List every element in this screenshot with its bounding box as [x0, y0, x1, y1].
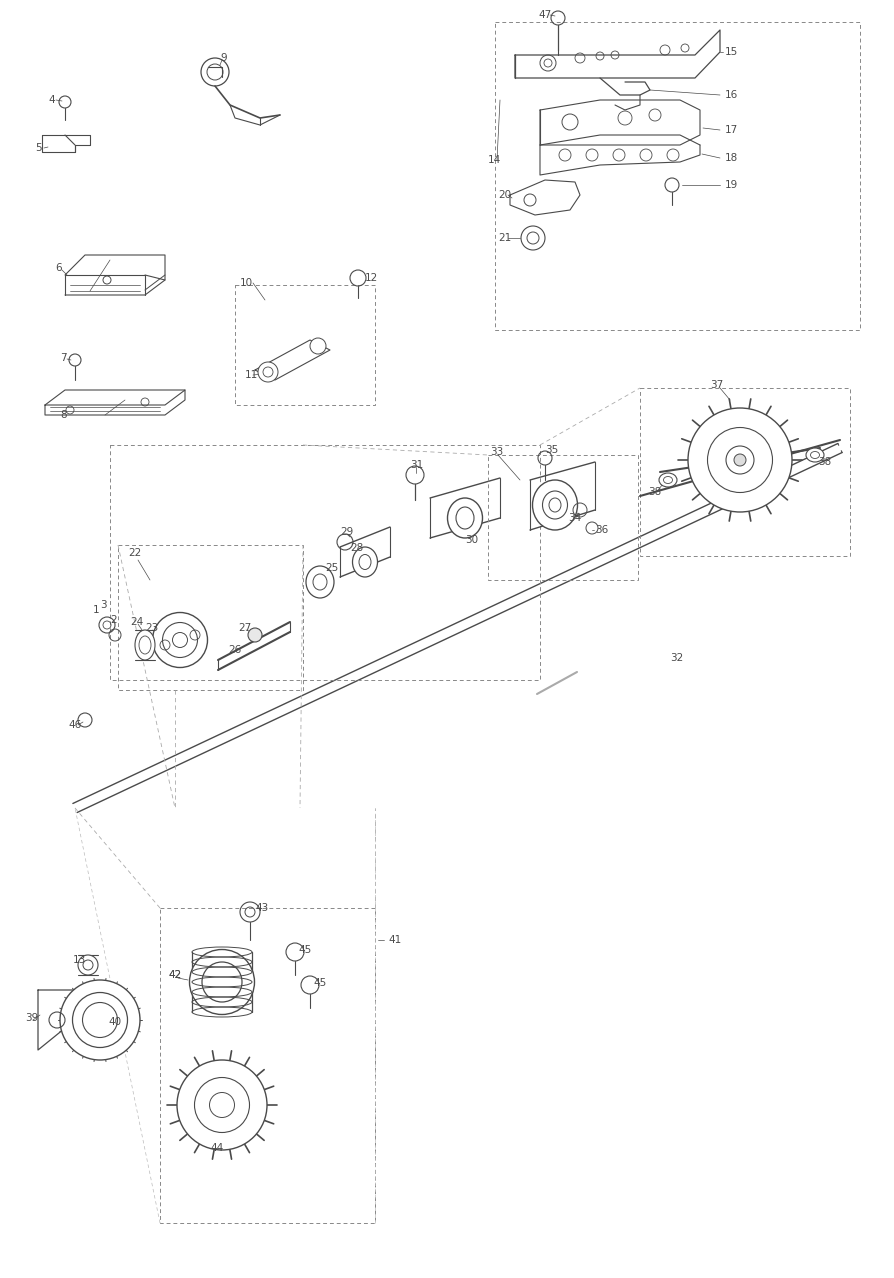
Text: 16: 16 — [725, 89, 738, 100]
Text: 37: 37 — [710, 380, 723, 390]
Text: 10: 10 — [240, 279, 253, 288]
Ellipse shape — [135, 630, 155, 659]
Text: 27: 27 — [238, 622, 251, 633]
Ellipse shape — [352, 547, 377, 576]
Text: 35: 35 — [545, 445, 558, 455]
Ellipse shape — [726, 446, 754, 474]
Text: 38: 38 — [648, 487, 662, 497]
Text: 21: 21 — [498, 233, 511, 243]
Ellipse shape — [195, 1077, 249, 1132]
Ellipse shape — [153, 612, 207, 667]
Text: 45: 45 — [298, 944, 311, 955]
Ellipse shape — [60, 980, 140, 1059]
Text: 26: 26 — [228, 645, 241, 656]
Text: 46: 46 — [68, 720, 81, 730]
Text: 43: 43 — [255, 904, 268, 912]
Bar — [110, 445, 540, 680]
Text: 19: 19 — [725, 180, 738, 190]
Text: 39: 39 — [25, 1013, 38, 1022]
Text: 15: 15 — [725, 47, 738, 58]
Text: 32: 32 — [670, 653, 683, 663]
Text: 8: 8 — [60, 410, 67, 420]
Text: 12: 12 — [365, 273, 378, 282]
Text: 25: 25 — [325, 564, 338, 573]
Text: 28: 28 — [350, 543, 363, 553]
Ellipse shape — [688, 408, 792, 512]
Circle shape — [248, 627, 262, 642]
Text: 14: 14 — [488, 155, 502, 165]
Ellipse shape — [202, 962, 242, 1002]
Ellipse shape — [806, 449, 824, 463]
Text: 47: 47 — [538, 10, 552, 20]
Bar — [160, 907, 375, 1223]
Ellipse shape — [543, 491, 568, 519]
Text: 33: 33 — [490, 447, 503, 458]
Ellipse shape — [173, 633, 188, 648]
Bar — [488, 455, 638, 580]
Circle shape — [310, 337, 326, 354]
Text: 31: 31 — [410, 460, 423, 470]
Text: 36: 36 — [595, 525, 608, 535]
Ellipse shape — [177, 1059, 267, 1150]
Ellipse shape — [78, 955, 98, 975]
Text: 29: 29 — [340, 527, 353, 537]
Text: 40: 40 — [108, 1017, 121, 1028]
Ellipse shape — [190, 950, 255, 1015]
Text: 34: 34 — [568, 512, 581, 523]
Bar — [640, 389, 850, 556]
Text: 1: 1 — [93, 604, 99, 615]
Text: 13: 13 — [73, 955, 86, 965]
Ellipse shape — [306, 566, 334, 598]
Ellipse shape — [533, 481, 578, 530]
Ellipse shape — [659, 473, 677, 487]
Text: 11: 11 — [245, 371, 258, 380]
Text: 23: 23 — [145, 622, 158, 633]
Ellipse shape — [82, 1002, 117, 1038]
Ellipse shape — [209, 1093, 234, 1117]
Text: 45: 45 — [313, 978, 326, 988]
Text: 22: 22 — [128, 548, 141, 558]
Text: 3: 3 — [100, 599, 106, 610]
Text: 17: 17 — [725, 125, 738, 135]
Ellipse shape — [72, 993, 128, 1048]
Bar — [118, 544, 303, 690]
Text: 42: 42 — [168, 970, 181, 980]
Bar — [495, 22, 860, 330]
Text: 20: 20 — [498, 190, 511, 199]
Text: 24: 24 — [130, 617, 143, 627]
Ellipse shape — [707, 428, 772, 492]
Text: 42: 42 — [168, 970, 181, 980]
Bar — [235, 285, 375, 405]
Ellipse shape — [734, 454, 746, 466]
Circle shape — [258, 362, 278, 382]
Text: 44: 44 — [210, 1143, 224, 1153]
Ellipse shape — [448, 498, 483, 538]
Text: 41: 41 — [388, 935, 401, 944]
Text: 5: 5 — [35, 143, 42, 153]
Ellipse shape — [163, 622, 198, 657]
Text: 7: 7 — [60, 353, 67, 363]
Text: 4: 4 — [48, 95, 55, 105]
Text: 6: 6 — [55, 263, 62, 273]
Text: 2: 2 — [110, 615, 116, 625]
Text: 30: 30 — [465, 535, 478, 544]
Text: 18: 18 — [725, 153, 738, 164]
Text: 38: 38 — [818, 458, 831, 466]
Text: 9: 9 — [220, 52, 226, 63]
